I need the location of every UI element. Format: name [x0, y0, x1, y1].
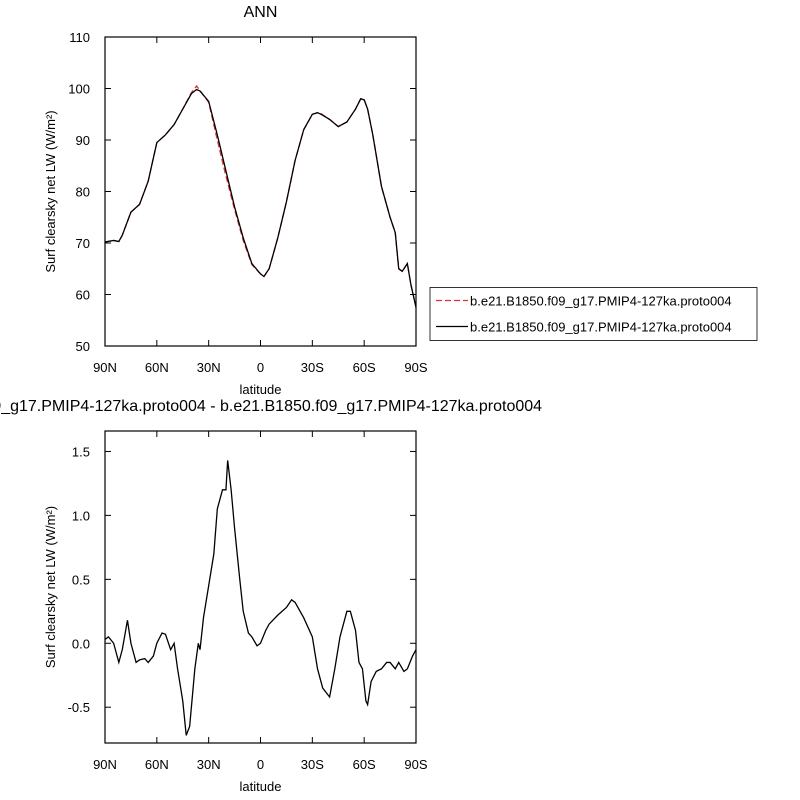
y-tick-label: -0.5: [68, 700, 90, 715]
legend-label: b.e21.B1850.f09_g17.PMIP4-127ka.proto004: [470, 320, 732, 335]
y-tick-label: 80: [76, 185, 90, 200]
x-tick-label: 60S: [353, 757, 376, 772]
x-tick-label: 60S: [353, 360, 376, 375]
plot-frame: [104, 36, 417, 347]
x-tick-label: 30N: [197, 757, 221, 772]
x-tick-label: 60N: [145, 757, 169, 772]
y-tick-label: 70: [76, 236, 90, 251]
y-tick-label: 110: [69, 30, 90, 45]
x-tick-label: 60N: [145, 360, 169, 375]
x-axis-label: latitude: [240, 779, 282, 794]
x-tick-label: 30N: [197, 360, 221, 375]
x-tick-label: 90S: [404, 757, 427, 772]
y-tick-label: 50: [76, 339, 90, 354]
x-axis-label: latitude: [240, 382, 282, 397]
chart-title: f09_g17.PMIP4-127ka.proto004 - b.e21.B18…: [0, 398, 542, 415]
y-tick-label: 100: [68, 82, 90, 97]
y-tick-label: 0.5: [72, 572, 90, 587]
y-tick-label: 1.5: [72, 444, 90, 459]
chart-title: ANN: [244, 4, 278, 21]
y-tick-label: 0.0: [72, 636, 90, 651]
x-tick-label: 30S: [301, 757, 324, 772]
x-tick-label: 90N: [93, 757, 117, 772]
x-tick-label: 0: [257, 360, 264, 375]
y-tick-label: 90: [76, 133, 90, 148]
legend-label: b.e21.B1850.f09_g17.PMIP4-127ka.proto004: [470, 294, 732, 309]
x-tick-label: 0: [257, 757, 264, 772]
x-tick-label: 90N: [93, 360, 117, 375]
y-tick-label: 1.0: [72, 508, 90, 523]
data-line: [104, 88, 417, 308]
legend-box: [429, 287, 758, 341]
y-axis-label: Surf clearsky net LW (W/m²): [43, 110, 58, 272]
x-tick-label: 90S: [404, 360, 427, 375]
y-axis-label: Surf clearsky net LW (W/m²): [43, 506, 58, 668]
data-line: [104, 460, 417, 736]
y-tick-label: 60: [76, 288, 90, 303]
x-tick-label: 30S: [301, 360, 324, 375]
